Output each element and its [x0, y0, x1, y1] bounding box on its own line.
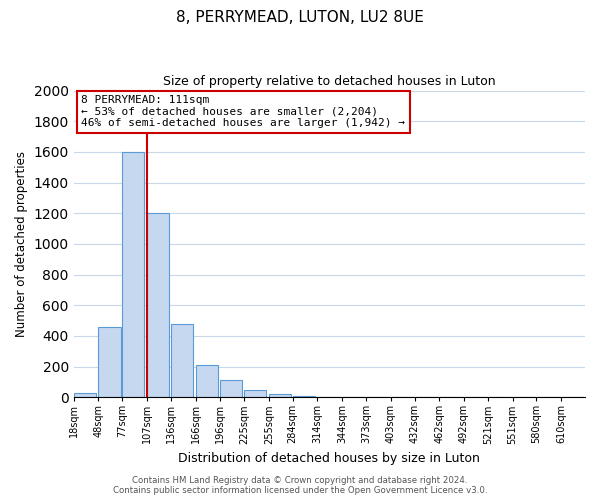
Y-axis label: Number of detached properties: Number of detached properties — [15, 151, 28, 337]
Bar — [220, 380, 242, 397]
Bar — [171, 324, 193, 397]
Text: 8 PERRYMEAD: 111sqm
← 53% of detached houses are smaller (2,204)
46% of semi-det: 8 PERRYMEAD: 111sqm ← 53% of detached ho… — [82, 95, 406, 128]
Text: Contains HM Land Registry data © Crown copyright and database right 2024.
Contai: Contains HM Land Registry data © Crown c… — [113, 476, 487, 495]
Bar — [147, 213, 169, 397]
Text: 8, PERRYMEAD, LUTON, LU2 8UE: 8, PERRYMEAD, LUTON, LU2 8UE — [176, 10, 424, 25]
Bar — [98, 328, 121, 397]
Bar — [196, 365, 218, 397]
Bar — [74, 392, 96, 397]
Bar — [244, 390, 266, 397]
Bar — [293, 396, 315, 397]
Bar — [122, 152, 145, 397]
Title: Size of property relative to detached houses in Luton: Size of property relative to detached ho… — [163, 75, 496, 88]
X-axis label: Distribution of detached houses by size in Luton: Distribution of detached houses by size … — [178, 452, 480, 465]
Bar — [269, 394, 291, 397]
